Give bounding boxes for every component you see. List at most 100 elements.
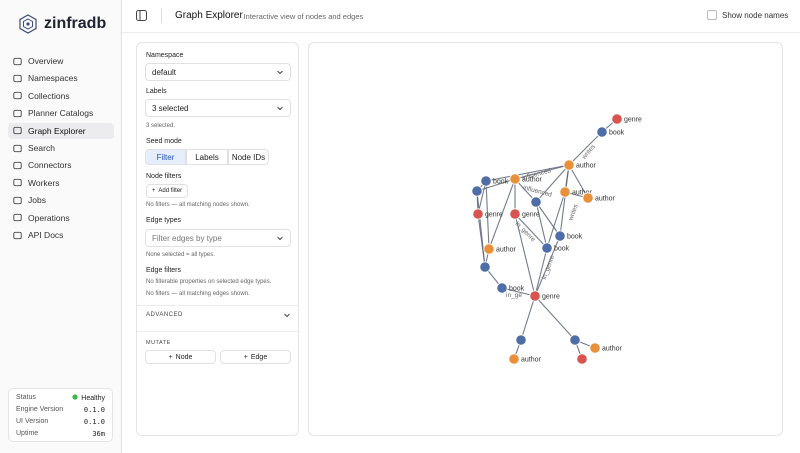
add-filter-button[interactable]: + Add filter xyxy=(146,184,188,198)
field-label: Seed mode xyxy=(146,138,182,145)
divider xyxy=(137,331,298,332)
hint: No filters — all matching nodes shown. xyxy=(146,202,250,208)
nav-label: Search xyxy=(28,143,55,153)
add-node-button[interactable]: + Node xyxy=(145,350,216,364)
nav-item[interactable]: Namespaces xyxy=(8,70,114,86)
nav-label: Graph Explorer xyxy=(28,125,86,136)
nav-item[interactable]: Collections xyxy=(8,88,114,104)
status-value: Healthy xyxy=(72,394,105,402)
node[interactable] xyxy=(530,196,542,208)
node[interactable] xyxy=(576,353,588,365)
edge-label: writes xyxy=(580,143,597,162)
status-key: Status xyxy=(16,394,36,401)
node-label: author xyxy=(602,346,623,353)
nav-item[interactable]: Planner Catalogs xyxy=(8,105,114,121)
hint: No filterable properties on selected edg… xyxy=(146,279,272,285)
button-label: Node xyxy=(175,353,193,361)
node[interactable] xyxy=(483,243,495,255)
nav-label: Collections xyxy=(28,90,70,101)
hint: None selected = all types. xyxy=(146,252,215,258)
edge xyxy=(476,190,486,268)
edge xyxy=(534,235,561,297)
node-label: genre xyxy=(542,294,560,301)
node[interactable] xyxy=(582,192,594,204)
status-card: Status Healthy Engine Version 0.1.0 UI Versi… xyxy=(8,388,113,442)
nav-item[interactable]: Search xyxy=(8,140,114,156)
divider xyxy=(137,305,298,306)
node-label: genre xyxy=(522,212,540,219)
edge-label: in_ge xyxy=(506,292,522,299)
namespace-select[interactable]: default xyxy=(145,63,291,81)
node[interactable] xyxy=(541,242,553,254)
nav-label: Workers xyxy=(28,177,60,188)
nav-item[interactable]: API Docs xyxy=(8,227,114,243)
node[interactable] xyxy=(596,126,608,138)
node[interactable] xyxy=(589,342,601,354)
show-names-toggle[interactable]: Show node names xyxy=(707,10,788,20)
field-label: Edge filters xyxy=(146,267,182,274)
node[interactable] xyxy=(559,186,571,198)
node[interactable] xyxy=(563,159,575,171)
edge xyxy=(535,164,570,203)
field-label: Node filters xyxy=(146,173,182,180)
node[interactable] xyxy=(509,208,521,220)
node[interactable] xyxy=(569,334,581,346)
divider xyxy=(161,8,162,23)
node-label: book xyxy=(493,179,509,186)
labels-select[interactable]: 3 selected xyxy=(145,99,291,117)
node[interactable] xyxy=(471,185,483,197)
status-key: UI Version xyxy=(16,418,49,425)
status-value: 0.1.0 xyxy=(84,406,105,414)
nav-item[interactable]: Jobs xyxy=(8,192,114,208)
edge xyxy=(568,131,603,166)
nav-label: Namespaces xyxy=(28,73,78,84)
logo xyxy=(19,14,37,34)
node-label: author xyxy=(572,190,593,197)
edge xyxy=(485,180,490,250)
edge-label: in_genre xyxy=(541,254,556,281)
node-label: author xyxy=(576,163,597,170)
advanced-toggle[interactable]: ADVANCED xyxy=(146,312,183,318)
node[interactable] xyxy=(509,173,521,185)
nav-item[interactable]: Workers xyxy=(8,175,114,191)
node[interactable] xyxy=(479,261,491,273)
edge xyxy=(520,295,536,341)
edge-type-input[interactable]: Filter edges by type xyxy=(145,229,291,247)
field-label: Labels xyxy=(146,88,167,95)
edge xyxy=(546,191,566,249)
status-text: 0.1.0 xyxy=(83,406,105,414)
edge-label: in_genre xyxy=(514,221,537,244)
node[interactable] xyxy=(480,175,492,187)
node[interactable] xyxy=(508,353,520,365)
sidebar-toggle[interactable] xyxy=(136,10,147,21)
node[interactable] xyxy=(529,290,541,302)
graph-panel: writes influenced influenced in_genre in_gen… xyxy=(308,42,783,436)
checkbox[interactable] xyxy=(707,10,717,20)
node[interactable] xyxy=(472,208,484,220)
status-row: Uptime 36m xyxy=(16,430,105,438)
nav-label: Operations xyxy=(28,212,70,223)
seed-option[interactable]: Node IDs xyxy=(228,149,269,165)
toggle-label: Show node names xyxy=(722,10,789,20)
graph-canvas[interactable]: writesinfluencedinfluencedin_genrein_gen… xyxy=(309,43,782,435)
nav-item[interactable]: Connectors xyxy=(8,157,114,173)
node[interactable] xyxy=(611,113,623,125)
edge xyxy=(534,247,548,297)
node[interactable] xyxy=(554,230,566,242)
button-label: Add filter xyxy=(158,188,183,194)
nav-label: Planner Catalogs xyxy=(28,108,94,119)
nav-label: Overview xyxy=(28,56,64,66)
nav-item[interactable]: Graph Explorer xyxy=(8,122,114,139)
seed-option[interactable]: Filter xyxy=(145,149,186,165)
main: Graph Explorer · Interactive view of nod… xyxy=(121,0,800,453)
node[interactable] xyxy=(496,282,508,294)
nav-item[interactable]: Overview xyxy=(8,53,114,69)
node-label: author xyxy=(595,196,616,203)
nav-item[interactable]: Operations xyxy=(8,210,114,226)
nav-label: Connectors xyxy=(28,160,72,171)
status-text: Healthy xyxy=(81,395,105,402)
seed-option[interactable]: Labels xyxy=(186,149,228,165)
node[interactable] xyxy=(515,334,527,346)
add-edge-button[interactable]: + Edge xyxy=(220,350,291,364)
